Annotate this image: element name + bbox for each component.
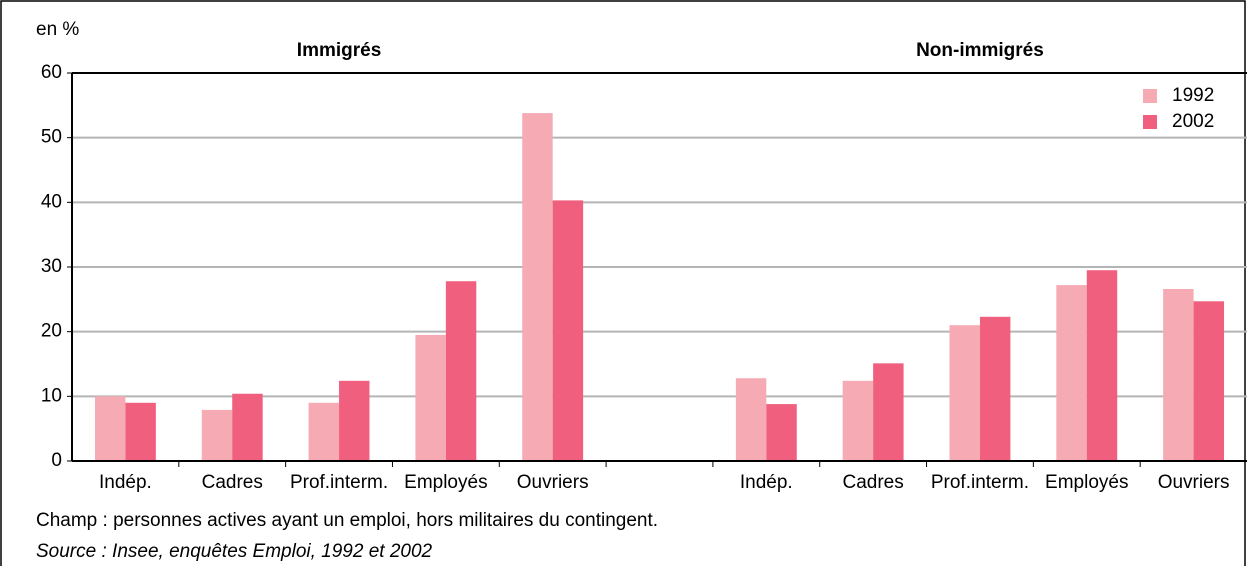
bar bbox=[445, 281, 477, 461]
x-tick-label: Cadres bbox=[843, 472, 904, 493]
x-tick-label: Indép. bbox=[99, 472, 152, 493]
y-tick-label: 20 bbox=[41, 321, 62, 342]
x-tick-label: Employés bbox=[1045, 472, 1128, 493]
bar bbox=[1086, 270, 1118, 461]
legend-swatch bbox=[1143, 89, 1157, 103]
bar bbox=[1163, 288, 1194, 461]
bar bbox=[766, 404, 797, 461]
group-title: Non-immigrés bbox=[916, 40, 1044, 61]
y-axis-label: en % bbox=[36, 19, 79, 40]
bar bbox=[735, 378, 767, 461]
bar bbox=[415, 334, 446, 461]
bar bbox=[308, 402, 340, 461]
bar bbox=[873, 363, 904, 461]
y-tick-label: 60 bbox=[41, 62, 62, 83]
bar bbox=[339, 380, 370, 461]
bar bbox=[1056, 285, 1087, 461]
bar bbox=[522, 113, 553, 462]
y-tick-label: 10 bbox=[41, 385, 62, 406]
legend-label: 1992 bbox=[1172, 85, 1214, 106]
x-tick-label: Ouvriers bbox=[517, 472, 589, 493]
x-tick-label: Ouvriers bbox=[1158, 472, 1230, 493]
bar bbox=[94, 396, 126, 461]
bar bbox=[125, 402, 156, 461]
bar bbox=[979, 316, 1011, 461]
y-tick-label: 50 bbox=[41, 127, 62, 148]
x-tick-label: Prof.interm. bbox=[931, 472, 1029, 493]
y-tick-label: 0 bbox=[51, 450, 62, 471]
bar bbox=[949, 325, 980, 461]
source: Source : Insee, enquêtes Emploi, 1992 et… bbox=[36, 541, 433, 562]
note: Champ : personnes actives ayant un emplo… bbox=[36, 510, 658, 531]
x-tick-label: Employés bbox=[404, 472, 487, 493]
bar bbox=[232, 393, 263, 461]
x-tick-label: Cadres bbox=[202, 472, 263, 493]
legend-label: 2002 bbox=[1172, 111, 1214, 132]
bar bbox=[842, 380, 874, 461]
y-tick-label: 30 bbox=[41, 256, 62, 277]
y-tick-label: 40 bbox=[41, 191, 62, 212]
legend-swatch bbox=[1143, 115, 1157, 129]
bar bbox=[1193, 301, 1225, 461]
x-tick-label: Prof.interm. bbox=[290, 472, 388, 493]
bar bbox=[552, 200, 584, 462]
bar bbox=[201, 409, 233, 461]
group-title: Immigrés bbox=[297, 40, 381, 61]
x-tick-label: Indép. bbox=[740, 472, 793, 493]
